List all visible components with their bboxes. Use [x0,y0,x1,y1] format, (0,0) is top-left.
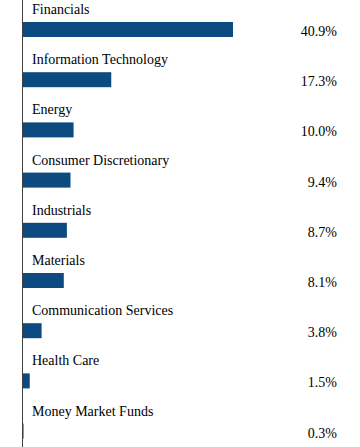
category-label: Information Technology [32,52,168,67]
data-label: 17.3% [301,74,338,89]
category-label: Health Care [32,353,99,368]
data-label: 3.8% [308,325,338,340]
data-label: 40.9% [301,24,338,39]
category-label: Consumer Discretionary [32,153,169,168]
bar [22,173,70,188]
category-label: Money Market Funds [32,404,153,419]
bar [22,122,74,137]
chart-container: Financials 40.9% Information Technology 17.… [0,0,360,447]
data-label: 10.0% [301,124,338,139]
bar [22,373,30,388]
data-label: 8.7% [308,225,338,240]
bar [22,223,67,238]
labels: Financials 40.9% Information Technology 17.… [32,2,337,441]
bars [22,22,233,439]
category-label: Energy [32,102,72,117]
category-label: Materials [32,253,85,268]
data-label: 8.1% [308,275,338,290]
category-label: Industrials [32,203,91,218]
data-label: 1.5% [308,375,338,390]
category-axis-line [22,0,23,447]
bar-chart: Financials 40.9% Information Technology 17.… [0,0,360,447]
category-label: Financials [32,2,90,17]
bar [22,273,64,288]
data-label: 9.4% [308,175,338,190]
bar [22,323,42,338]
bar [22,72,111,87]
bar [22,22,233,37]
category-label: Communication Services [32,303,173,318]
data-label: 0.3% [308,426,338,441]
